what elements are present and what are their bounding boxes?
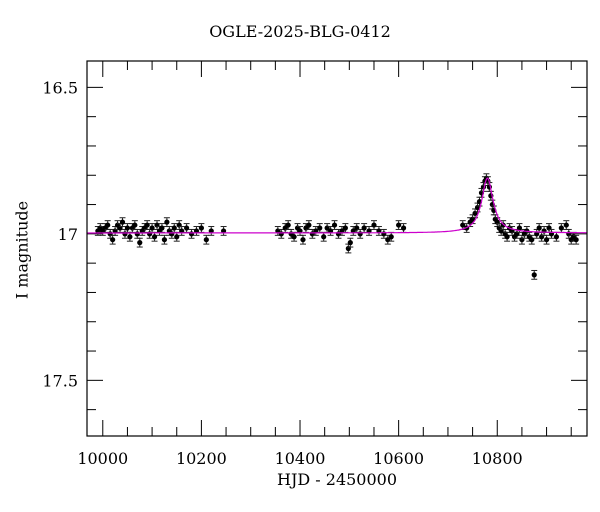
plot-frame [86, 60, 588, 437]
svg-text:10200: 10200 [176, 449, 227, 468]
svg-text:10000: 10000 [77, 449, 128, 468]
svg-text:10400: 10400 [275, 449, 326, 468]
svg-text:17: 17 [58, 225, 78, 244]
y-axis-label: I magnitude [12, 200, 32, 300]
svg-text:16.5: 16.5 [42, 78, 78, 97]
svg-text:10800: 10800 [472, 449, 523, 468]
data-points [94, 173, 580, 280]
axis-ticks [87, 61, 587, 436]
chart-title: OGLE-2025-BLG-0412 [209, 22, 391, 41]
svg-text:17.5: 17.5 [42, 371, 78, 390]
model-curve [87, 177, 587, 234]
x-axis-label: HJD - 2450000 [276, 470, 398, 489]
tick-labels: 10000 10200 10400 10600 10800 16.5 17 17.5 [42, 78, 522, 468]
svg-text:10600: 10600 [373, 449, 424, 468]
